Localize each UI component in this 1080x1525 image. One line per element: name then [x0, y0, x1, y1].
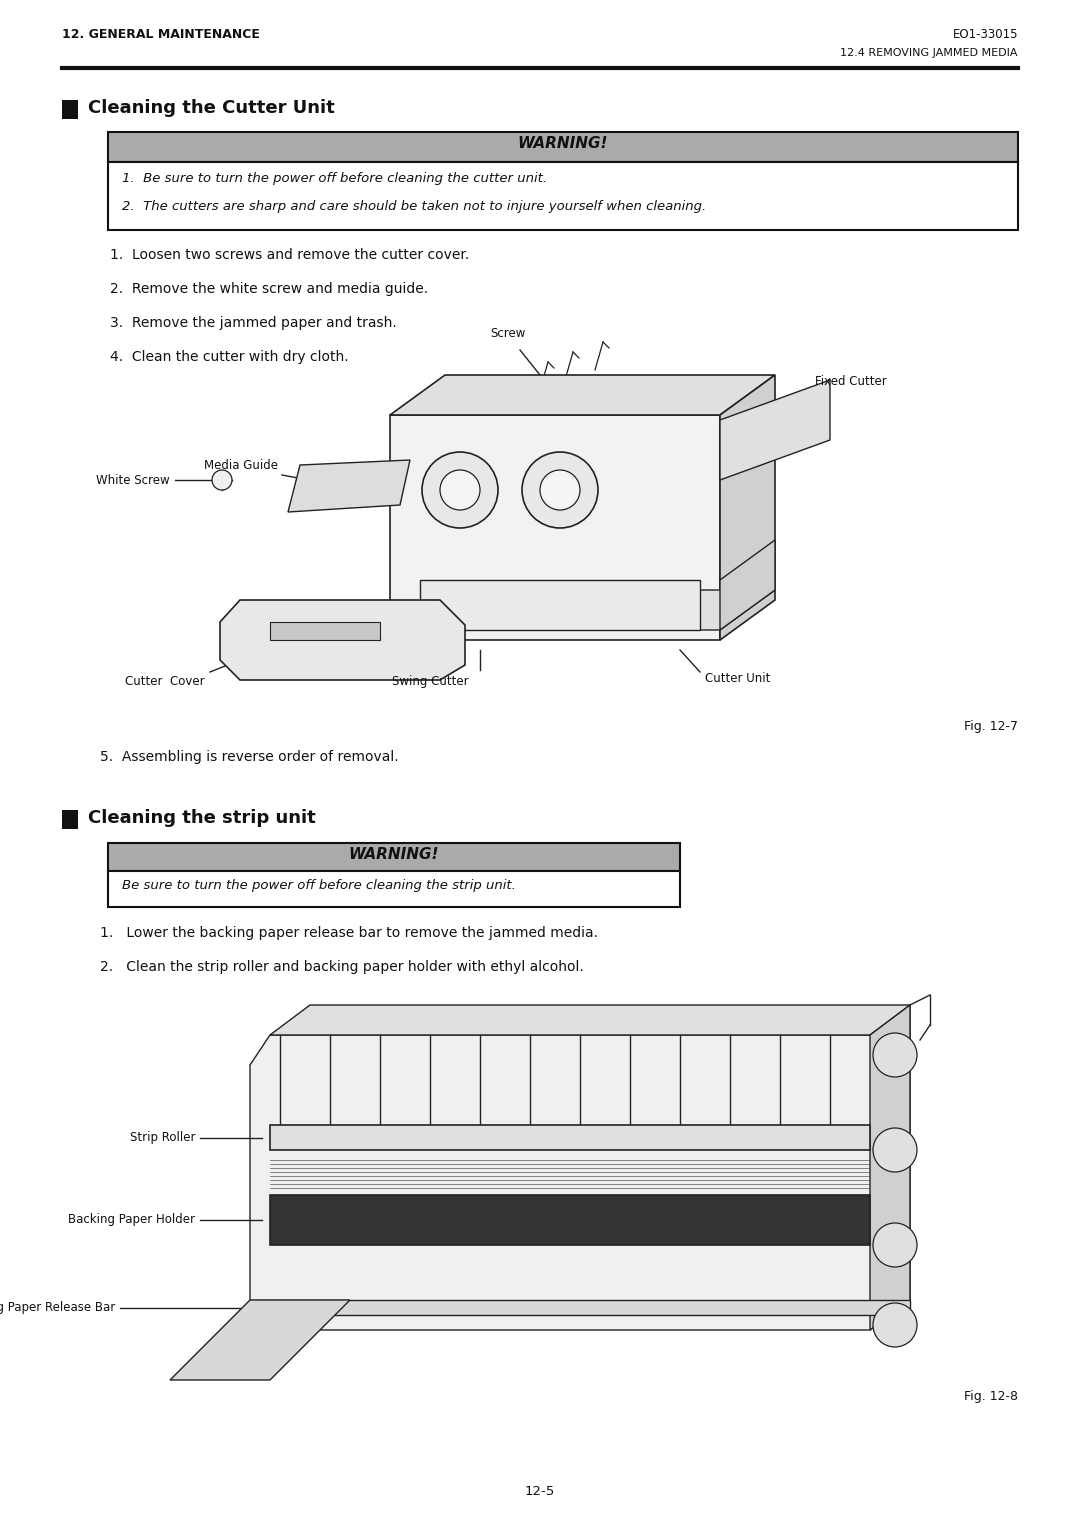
Bar [108, 843, 680, 871]
Polygon shape [870, 1005, 910, 1330]
Polygon shape [270, 1005, 910, 1035]
Text: Backing Paper Holder: Backing Paper Holder [68, 1214, 195, 1226]
Polygon shape [270, 1125, 870, 1150]
Polygon shape [288, 461, 410, 512]
Text: Screw: Screw [490, 326, 526, 340]
Text: 12. GENERAL MAINTENANCE: 12. GENERAL MAINTENANCE [62, 27, 260, 41]
Circle shape [212, 470, 232, 490]
Text: WARNING!: WARNING! [517, 136, 608, 151]
Bar [108, 871, 680, 907]
Polygon shape [170, 1299, 350, 1380]
Text: Cutter Unit: Cutter Unit [705, 673, 770, 685]
Bar [62, 810, 78, 830]
Polygon shape [249, 1005, 910, 1330]
Text: 3.  Remove the jammed paper and trash.: 3. Remove the jammed paper and trash. [110, 316, 396, 329]
Text: Fig. 12-8: Fig. 12-8 [964, 1389, 1018, 1403]
Circle shape [540, 470, 580, 509]
Polygon shape [420, 580, 700, 630]
Circle shape [873, 1302, 917, 1347]
Text: 4.  Clean the cutter with dry cloth.: 4. Clean the cutter with dry cloth. [110, 351, 349, 364]
Polygon shape [720, 375, 775, 640]
Circle shape [440, 470, 480, 509]
Text: Backing Paper Release Bar: Backing Paper Release Bar [0, 1301, 114, 1315]
Text: Fixed Cutter: Fixed Cutter [815, 375, 887, 387]
Text: Cleaning the strip unit: Cleaning the strip unit [87, 808, 315, 827]
Text: Be sure to turn the power off before cleaning the strip unit.: Be sure to turn the power off before cle… [122, 878, 516, 892]
Polygon shape [420, 590, 775, 630]
Text: 2.  Remove the white screw and media guide.: 2. Remove the white screw and media guid… [110, 282, 428, 296]
Bar [108, 162, 1018, 230]
Text: 12-5: 12-5 [525, 1485, 555, 1498]
Text: 1.  Be sure to turn the power off before cleaning the cutter unit.: 1. Be sure to turn the power off before … [122, 172, 548, 185]
Polygon shape [720, 380, 831, 480]
Polygon shape [720, 540, 775, 630]
Circle shape [422, 451, 498, 528]
Text: Swing Cutter: Swing Cutter [392, 676, 469, 688]
Polygon shape [220, 599, 465, 680]
Polygon shape [249, 1299, 910, 1315]
Text: 2.  The cutters are sharp and care should be taken not to injure yourself when c: 2. The cutters are sharp and care should… [122, 200, 706, 214]
Text: 1.  Loosen two screws and remove the cutter cover.: 1. Loosen two screws and remove the cutt… [110, 249, 469, 262]
Text: EO1-33015: EO1-33015 [953, 27, 1018, 41]
Text: Media Guide: Media Guide [204, 459, 278, 473]
Circle shape [873, 1128, 917, 1173]
Text: WARNING!: WARNING! [349, 846, 440, 862]
Polygon shape [390, 375, 775, 415]
Text: 5.  Assembling is reverse order of removal.: 5. Assembling is reverse order of remova… [100, 750, 399, 764]
Bar [62, 101, 78, 119]
Circle shape [873, 1032, 917, 1077]
Text: Strip Roller: Strip Roller [130, 1132, 195, 1144]
Bar [108, 133, 1018, 162]
Text: 2.   Clean the strip roller and backing paper holder with ethyl alcohol.: 2. Clean the strip roller and backing pa… [100, 961, 584, 974]
Polygon shape [270, 622, 380, 640]
Text: Cleaning the Cutter Unit: Cleaning the Cutter Unit [87, 99, 335, 117]
Text: Cutter  Cover: Cutter Cover [125, 676, 205, 688]
Text: 12.4 REMOVING JAMMED MEDIA: 12.4 REMOVING JAMMED MEDIA [840, 47, 1018, 58]
Text: White Screw: White Screw [96, 473, 170, 486]
Circle shape [873, 1223, 917, 1267]
Polygon shape [390, 415, 720, 640]
Text: Fig. 12-7: Fig. 12-7 [964, 720, 1018, 734]
Polygon shape [270, 1196, 870, 1244]
Text: 1.   Lower the backing paper release bar to remove the jammed media.: 1. Lower the backing paper release bar t… [100, 926, 598, 939]
Circle shape [522, 451, 598, 528]
